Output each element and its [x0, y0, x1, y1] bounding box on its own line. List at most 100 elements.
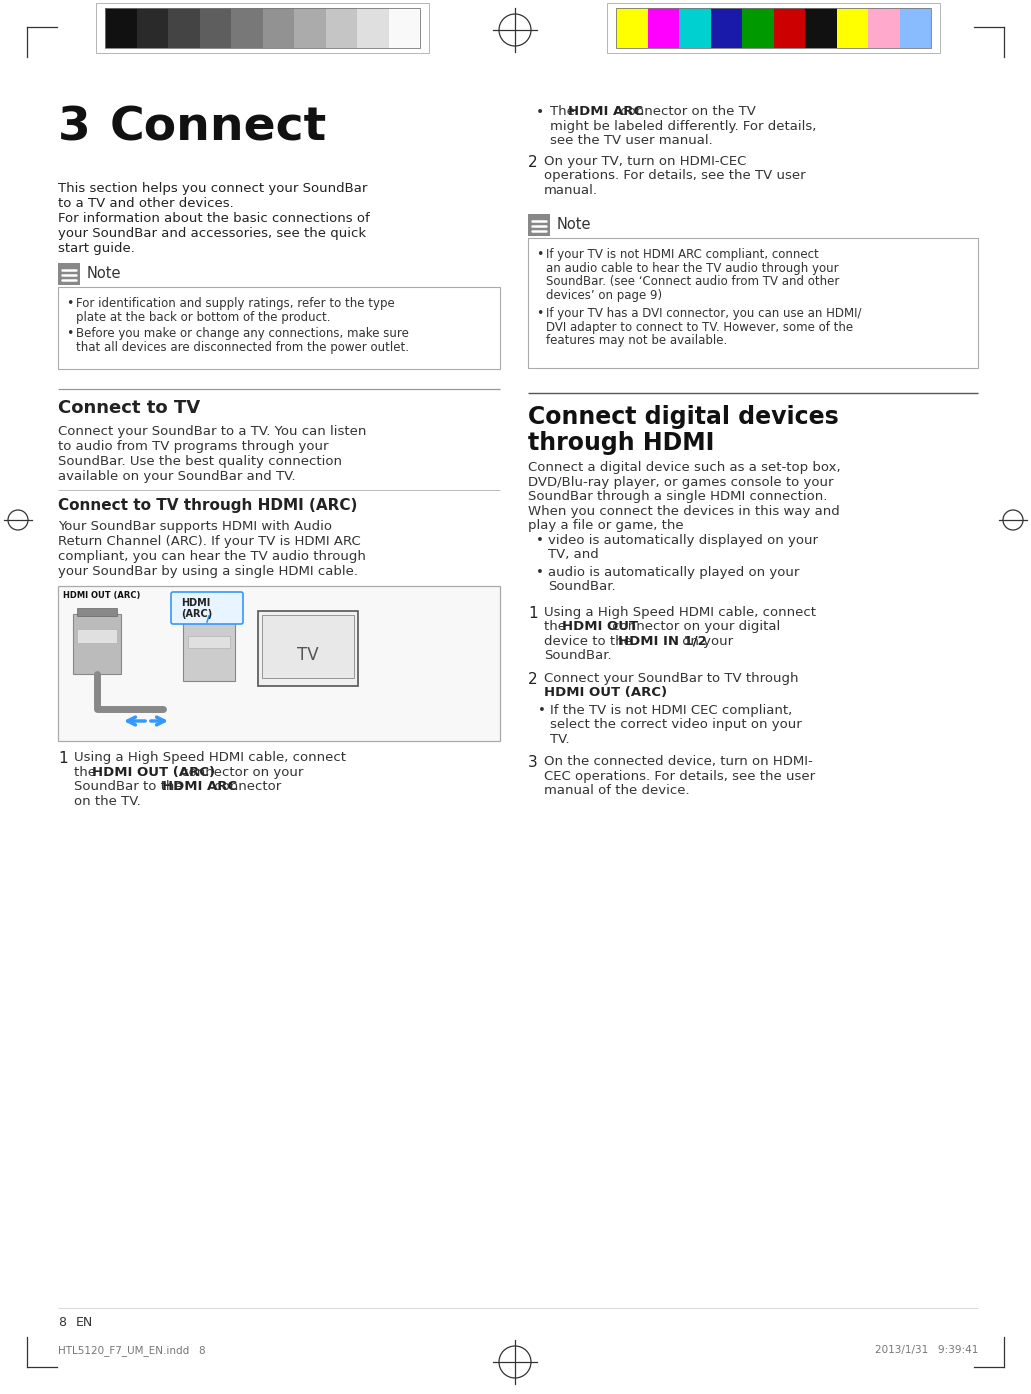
Text: TV, and: TV, and — [548, 548, 599, 560]
Bar — [77, 608, 117, 616]
Text: SoundBar to the: SoundBar to the — [74, 781, 187, 793]
Text: your SoundBar and accessories, see the quick: your SoundBar and accessories, see the q… — [58, 227, 366, 240]
Bar — [836, 8, 868, 47]
Text: Connect to TV: Connect to TV — [58, 399, 200, 417]
Text: For identification and supply ratings, refer to the type: For identification and supply ratings, r… — [76, 297, 395, 309]
Text: Note: Note — [557, 217, 592, 231]
Text: to audio from TV programs through your: to audio from TV programs through your — [58, 441, 329, 453]
Bar — [188, 608, 230, 618]
Bar — [262, 615, 354, 677]
Text: the: the — [544, 620, 570, 633]
Text: connector on your digital: connector on your digital — [608, 620, 780, 633]
Bar — [679, 8, 710, 47]
Bar — [710, 8, 742, 47]
Text: your SoundBar by using a single HDMI cable.: your SoundBar by using a single HDMI cab… — [58, 565, 358, 579]
Bar — [616, 8, 931, 47]
Text: features may not be available.: features may not be available. — [546, 335, 727, 347]
Text: If the TV is not HDMI CEC compliant,: If the TV is not HDMI CEC compliant, — [550, 704, 792, 717]
Text: audio is automatically played on your: audio is automatically played on your — [548, 566, 799, 579]
Bar — [105, 8, 420, 47]
Text: If your TV has a DVI connector, you can use an HDMI/: If your TV has a DVI connector, you can … — [546, 307, 862, 321]
Bar — [58, 585, 500, 742]
Text: Connect to TV through HDMI (ARC): Connect to TV through HDMI (ARC) — [58, 498, 358, 513]
Text: Return Channel (ARC). If your TV is HDMI ARC: Return Channel (ARC). If your TV is HDMI… — [58, 535, 361, 548]
Bar — [294, 8, 326, 47]
Text: Your SoundBar supports HDMI with Audio: Your SoundBar supports HDMI with Audio — [58, 520, 332, 533]
Text: 2: 2 — [528, 672, 537, 686]
Bar — [868, 8, 899, 47]
Bar — [607, 3, 940, 53]
Text: For information about the basic connections of: For information about the basic connecti… — [58, 212, 370, 224]
Text: 8: 8 — [58, 1316, 66, 1328]
Text: Note: Note — [87, 266, 122, 282]
Text: •: • — [536, 534, 544, 546]
Text: on the TV.: on the TV. — [74, 795, 141, 807]
Text: •: • — [66, 297, 73, 309]
Bar — [200, 8, 231, 47]
Text: When you connect the devices in this way and: When you connect the devices in this way… — [528, 505, 840, 517]
FancyBboxPatch shape — [171, 592, 243, 625]
Text: connector on your: connector on your — [177, 765, 303, 778]
Text: On the connected device, turn on HDMI-: On the connected device, turn on HDMI- — [544, 756, 812, 768]
Text: manual of the device.: manual of the device. — [544, 783, 690, 797]
Bar — [58, 287, 500, 369]
Bar — [188, 636, 230, 648]
Bar — [805, 8, 836, 47]
Text: SoundBar.: SoundBar. — [544, 650, 611, 662]
Text: SoundBar. (see ‘Connect audio from TV and other: SoundBar. (see ‘Connect audio from TV an… — [546, 275, 839, 289]
Text: video is automatically displayed on your: video is automatically displayed on your — [548, 534, 818, 546]
Text: •: • — [536, 566, 544, 579]
Text: •: • — [536, 105, 544, 118]
Bar — [357, 8, 389, 47]
Text: •: • — [536, 307, 543, 321]
Text: The: The — [550, 105, 579, 118]
Text: HDMI IN 1/2: HDMI IN 1/2 — [618, 634, 706, 647]
Text: 2013/1/31   9:39:41: 2013/1/31 9:39:41 — [874, 1345, 978, 1355]
Bar — [647, 8, 679, 47]
Text: connector on the TV: connector on the TV — [616, 105, 756, 118]
Bar — [96, 3, 429, 53]
Text: Connect: Connect — [110, 105, 327, 151]
Text: HDMI OUT (ARC): HDMI OUT (ARC) — [63, 591, 140, 599]
Text: start guide.: start guide. — [58, 243, 135, 255]
Text: devices’ on page 9): devices’ on page 9) — [546, 289, 662, 301]
Text: to a TV and other devices.: to a TV and other devices. — [58, 197, 234, 210]
Text: Before you make or change any connections, make sure: Before you make or change any connection… — [76, 328, 409, 340]
Text: •: • — [538, 704, 545, 717]
Bar — [105, 8, 136, 47]
Bar — [73, 613, 121, 675]
Bar — [231, 8, 263, 47]
Text: DVI adapter to connect to TV. However, some of the: DVI adapter to connect to TV. However, s… — [546, 321, 853, 333]
Text: connector: connector — [210, 781, 281, 793]
Text: available on your SoundBar and TV.: available on your SoundBar and TV. — [58, 470, 296, 482]
Text: HDMI ARC: HDMI ARC — [162, 781, 237, 793]
Text: play a file or game, the: play a file or game, the — [528, 519, 684, 533]
Text: SoundBar through a single HDMI connection.: SoundBar through a single HDMI connectio… — [528, 491, 827, 503]
Text: on your: on your — [678, 634, 733, 647]
Text: Using a High Speed HDMI cable, connect: Using a High Speed HDMI cable, connect — [74, 751, 346, 764]
Text: select the correct video input on your: select the correct video input on your — [550, 718, 802, 730]
Bar — [58, 263, 80, 284]
Text: Using a High Speed HDMI cable, connect: Using a High Speed HDMI cable, connect — [544, 605, 816, 619]
Text: TV.: TV. — [550, 732, 569, 746]
Bar — [182, 616, 235, 682]
Text: •: • — [66, 328, 73, 340]
Bar — [389, 8, 420, 47]
Bar — [528, 215, 550, 236]
Text: 3: 3 — [528, 756, 538, 769]
Text: SoundBar.: SoundBar. — [548, 580, 616, 592]
Text: that all devices are disconnected from the power outlet.: that all devices are disconnected from t… — [76, 340, 409, 354]
Text: HDMI: HDMI — [181, 598, 210, 608]
Text: 3: 3 — [58, 105, 91, 151]
Text: an audio cable to hear the TV audio through your: an audio cable to hear the TV audio thro… — [546, 262, 838, 275]
Bar — [326, 8, 357, 47]
Text: .: . — [626, 686, 630, 698]
Text: HTL5120_F7_UM_EN.indd   8: HTL5120_F7_UM_EN.indd 8 — [58, 1345, 205, 1356]
Bar — [528, 238, 978, 368]
Text: Connect a digital device such as a set-top box,: Connect a digital device such as a set-t… — [528, 461, 840, 474]
Text: Connect your SoundBar to TV through: Connect your SoundBar to TV through — [544, 672, 798, 684]
Text: operations. For details, see the TV user: operations. For details, see the TV user — [544, 169, 805, 183]
Text: CEC operations. For details, see the user: CEC operations. For details, see the use… — [544, 769, 816, 782]
Text: On your TV, turn on HDMI-CEC: On your TV, turn on HDMI-CEC — [544, 155, 746, 167]
Bar — [616, 8, 647, 47]
